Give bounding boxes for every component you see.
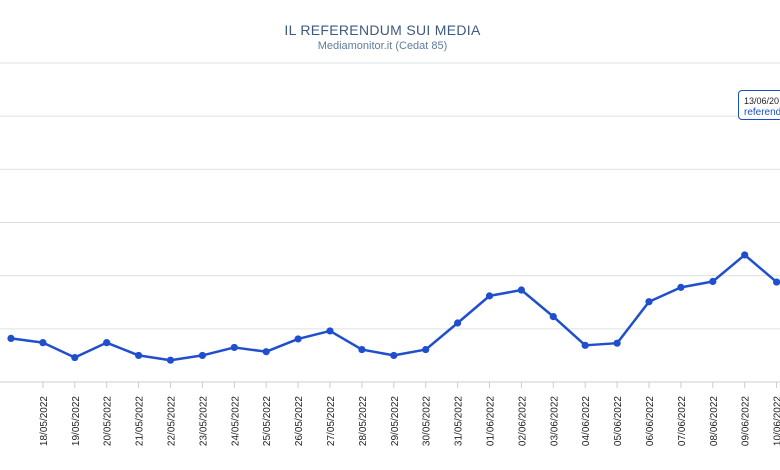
- data-point: [358, 345, 366, 354]
- data-point: [581, 341, 589, 349]
- x-tick-label: 21/05/2022: [135, 396, 146, 446]
- x-tick-label: 26/05/2022: [294, 396, 305, 446]
- data-point: [326, 327, 334, 335]
- data-tooltip: 13/06/20 referend: [738, 90, 780, 120]
- x-tick-label: 10/06/2022: [773, 396, 780, 446]
- x-tick-label: 20/05/2022: [103, 396, 114, 446]
- x-tick-label: 31/05/2022: [454, 396, 465, 446]
- x-tick-label: 22/05/2022: [167, 396, 178, 446]
- x-tick-label: 02/06/2022: [517, 396, 528, 446]
- x-tick-label: 04/06/2022: [581, 396, 592, 446]
- x-tick-label: 08/06/2022: [709, 396, 720, 446]
- data-point: [613, 339, 621, 347]
- data-point: [262, 348, 270, 356]
- x-tick-label: 18/05/2022: [39, 396, 50, 446]
- data-point: [549, 313, 557, 321]
- data-point: [230, 343, 238, 352]
- x-tick-label: 28/05/2022: [358, 396, 369, 446]
- chart-title: IL REFERENDUM SUI MEDIA: [284, 22, 481, 38]
- x-tick-label: 06/06/2022: [645, 396, 656, 446]
- data-point: [390, 351, 398, 360]
- data-point: [198, 351, 206, 360]
- chart-subtitle: Mediamonitor.it (Cedat 85): [317, 40, 448, 52]
- x-tick-label: 24/05/2022: [230, 396, 241, 446]
- x-tick-label: 30/05/2022: [422, 396, 433, 446]
- x-tick-label: 05/06/2022: [613, 396, 624, 446]
- data-point: [135, 351, 143, 360]
- x-tick-label: 27/05/2022: [326, 396, 337, 446]
- data-point: [422, 345, 430, 354]
- x-tick-label: 29/05/2022: [390, 396, 401, 446]
- data-point: [741, 251, 749, 259]
- data-point: [677, 283, 685, 291]
- data-point: [39, 339, 47, 347]
- data-point: [7, 334, 15, 343]
- data-point: [454, 319, 462, 327]
- data-point: [773, 278, 780, 286]
- data-point: [103, 339, 111, 347]
- data-point: [709, 277, 717, 286]
- data-point: [645, 298, 653, 306]
- data-point: [485, 292, 494, 300]
- data-point: [71, 353, 79, 362]
- x-tick-label: 19/05/2022: [71, 396, 82, 446]
- x-tick-label: 07/06/2022: [677, 396, 688, 446]
- x-tick-label: 23/05/2022: [198, 396, 209, 446]
- x-tick-label: 09/06/2022: [741, 396, 752, 446]
- tooltip-series-name: referend: [744, 107, 780, 118]
- x-tick-label: 01/06/2022: [486, 396, 497, 446]
- data-point: [517, 286, 526, 294]
- series-line: [10, 253, 780, 362]
- data-point: [294, 335, 302, 343]
- x-tick-label: 25/05/2022: [262, 396, 273, 446]
- x-tick-label: 03/06/2022: [549, 396, 560, 446]
- data-point: [166, 356, 175, 364]
- tooltip-date: 13/06/20: [744, 96, 780, 106]
